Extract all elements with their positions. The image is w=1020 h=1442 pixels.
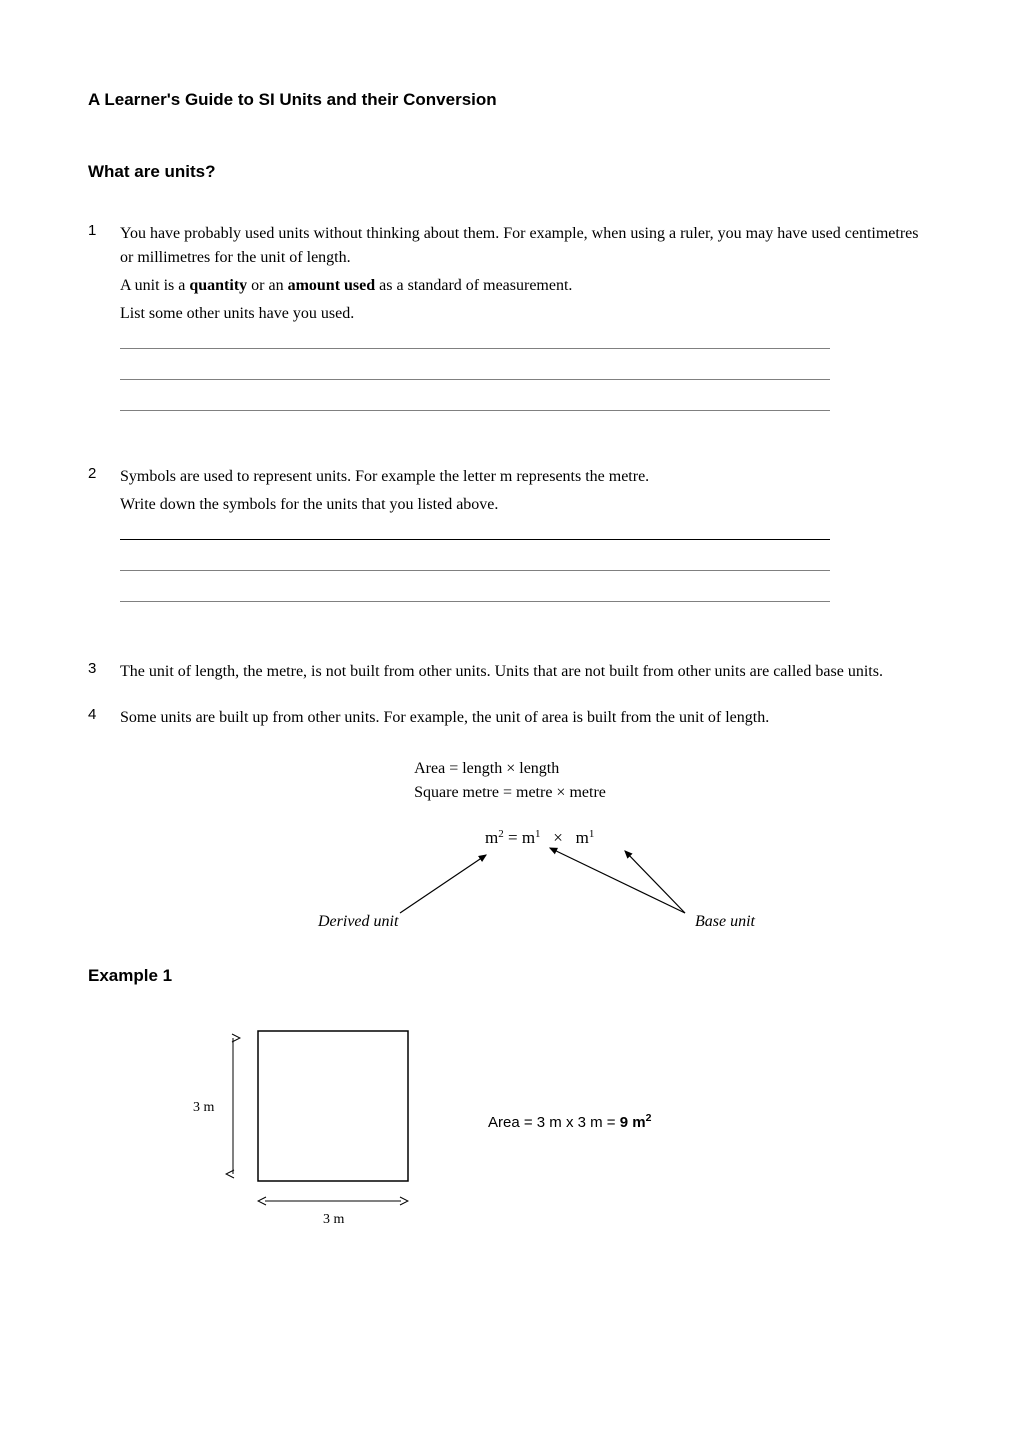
document-title: A Learner's Guide to SI Units and their … [88, 90, 932, 110]
derived-unit-label: Derived unit [317, 913, 399, 930]
paragraph: A unit is a quantity or an amount used a… [120, 274, 932, 298]
paragraph: List some other units have you used. [120, 302, 932, 326]
item-content: Symbols are used to represent units. For… [120, 465, 932, 632]
base-unit-label: Base unit [695, 913, 756, 930]
blank-line [120, 539, 830, 540]
paragraph: You have probably used units without thi… [120, 222, 932, 270]
equation-text: m2 = m1 × m1 [485, 828, 594, 847]
blank-line [120, 410, 830, 411]
numbered-item-2: 2 Symbols are used to represent units. F… [88, 465, 932, 632]
paragraph: Symbols are used to represent units. For… [120, 465, 932, 489]
item-content: The unit of length, the metre, is not bu… [120, 660, 932, 688]
item-number: 2 [88, 465, 120, 632]
paragraph: Some units are built up from other units… [120, 706, 932, 730]
blank-line [120, 570, 830, 571]
paragraph: Write down the symbols for the units tha… [120, 493, 932, 517]
item-number: 3 [88, 660, 120, 688]
blank-line [120, 379, 830, 380]
unit-derivation-diagram: m2 = m1 × m1 Derived unit Base unit [230, 818, 790, 938]
formula-block: Area = length × length Square metre = me… [88, 760, 932, 808]
numbered-item-1: 1 You have probably used units without t… [88, 222, 932, 441]
section-heading: What are units? [88, 162, 932, 182]
item-content: You have probably used units without thi… [120, 222, 932, 441]
example-heading: Example 1 [88, 966, 932, 986]
answer-blank-lines [120, 348, 932, 411]
answer-blank-lines [120, 539, 932, 602]
blank-line [120, 601, 830, 602]
formula-area: Area = length × length [414, 760, 559, 778]
formula-square-metre: Square metre = metre × metre [414, 784, 606, 802]
numbered-item-3: 3 The unit of length, the metre, is not … [88, 660, 932, 688]
paragraph: The unit of length, the metre, is not bu… [120, 660, 932, 684]
dimension-vertical: 3 m [193, 1100, 215, 1115]
square-diagram: 3 m 3 m [148, 1016, 428, 1226]
example-container: 3 m 3 m Area = 3 m x 3 m = 9 m2 [148, 1016, 932, 1226]
item-number: 4 [88, 706, 120, 734]
blank-line [120, 348, 830, 349]
item-content: Some units are built up from other units… [120, 706, 932, 734]
example-area-text: Area = 3 m x 3 m = 9 m2 [488, 1112, 651, 1131]
numbered-item-4: 4 Some units are built up from other uni… [88, 706, 932, 734]
dimension-horizontal: 3 m [323, 1212, 345, 1226]
item-number: 1 [88, 222, 120, 441]
